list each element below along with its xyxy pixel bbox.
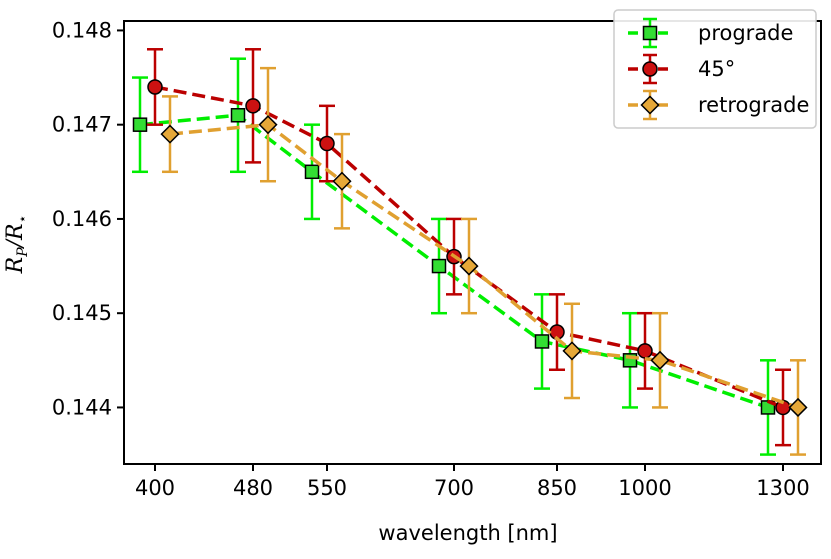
y-tick-label: 0.147 [52, 113, 112, 137]
legend-label: prograde [698, 21, 793, 45]
y-tick-label: 0.144 [52, 395, 112, 419]
x-tick-label: 1300 [756, 476, 809, 500]
axes: 0.144 0.145 0.146 0.147 0.148 400 480 550 700 850… [52, 18, 822, 500]
x-tick-label: 700 [434, 476, 474, 500]
data-point [459, 256, 479, 276]
legend-marker [642, 61, 658, 77]
data-point [332, 171, 352, 191]
y-axis-label-sub1: P [15, 247, 31, 258]
x-tick-label: 1000 [618, 476, 671, 500]
y-axis-label-sub2: ⋆ [15, 215, 31, 224]
data-point [147, 79, 163, 95]
series-1 [132, 57, 776, 456]
x-tick-label: 480 [233, 476, 273, 500]
data-point [304, 164, 320, 180]
plot-marks [132, 48, 808, 456]
y-axis-label: RP/R⋆ [3, 215, 31, 275]
y-tick-label: 0.146 [52, 207, 112, 231]
data-point [637, 343, 653, 359]
data-point [258, 115, 278, 135]
data-point [319, 135, 335, 152]
data-point [160, 124, 180, 144]
series-3 [160, 66, 808, 456]
x-tick-label: 550 [307, 476, 347, 500]
legend: prograde 45° retrograde [613, 9, 817, 129]
legend-box [613, 9, 817, 129]
x-tick-label: 400 [135, 476, 175, 500]
legend-label: retrograde [698, 93, 809, 117]
data-point [534, 334, 550, 349]
legend-entry: prograde [628, 17, 793, 49]
y-tick-label: 0.148 [52, 18, 112, 42]
plot-frame [123, 20, 822, 465]
legend-marker [642, 25, 658, 41]
y-tick-label: 0.145 [52, 301, 112, 325]
legend-entry: 45° [628, 53, 735, 85]
series-line [169, 122, 799, 410]
y-axis-label-slash: /R [3, 223, 28, 249]
data-point [650, 350, 670, 370]
legend-label: 45° [698, 57, 735, 81]
data-point [230, 108, 246, 123]
data-point [245, 98, 261, 114]
data-point [788, 397, 808, 418]
x-axis-label: wavelength [nm] [378, 521, 557, 545]
data-point [431, 258, 447, 274]
x-tick-label: 850 [537, 476, 577, 500]
data-point [562, 341, 582, 361]
legend-entry: retrograde [628, 89, 809, 121]
y-axis-label-main: R [3, 257, 28, 275]
data-point [132, 117, 148, 132]
legend-marker [640, 95, 660, 115]
